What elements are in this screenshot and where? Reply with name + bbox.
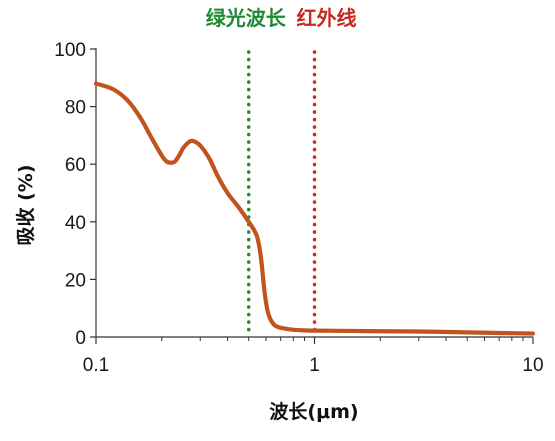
x-axis-label: 波长(μm) <box>269 400 358 423</box>
y-tick-label: 0 <box>75 328 86 349</box>
y-tick-label: 100 <box>54 40 86 61</box>
x-tick-label: 0.1 <box>83 355 109 376</box>
chart-axes: 0 20 40 60 80 100 0.1 1 10 <box>54 40 543 376</box>
absorption-curve <box>93 81 536 336</box>
reference-lines <box>246 50 317 339</box>
y-tick-label: 80 <box>65 98 86 119</box>
y-tick-label: 40 <box>65 213 86 234</box>
reference-label: 绿光波长 <box>206 6 287 30</box>
y-tick-label: 20 <box>65 270 86 291</box>
chart-annotations: 绿光波长 红外线 <box>206 6 357 30</box>
y-tick-label: 60 <box>65 155 86 176</box>
y-axis-label: 吸收 (%) <box>14 164 37 245</box>
x-tick-label: 1 <box>309 355 320 376</box>
reference-label: 红外线 <box>297 6 357 30</box>
x-tick-label: 10 <box>522 355 543 376</box>
plot-area <box>93 81 536 336</box>
